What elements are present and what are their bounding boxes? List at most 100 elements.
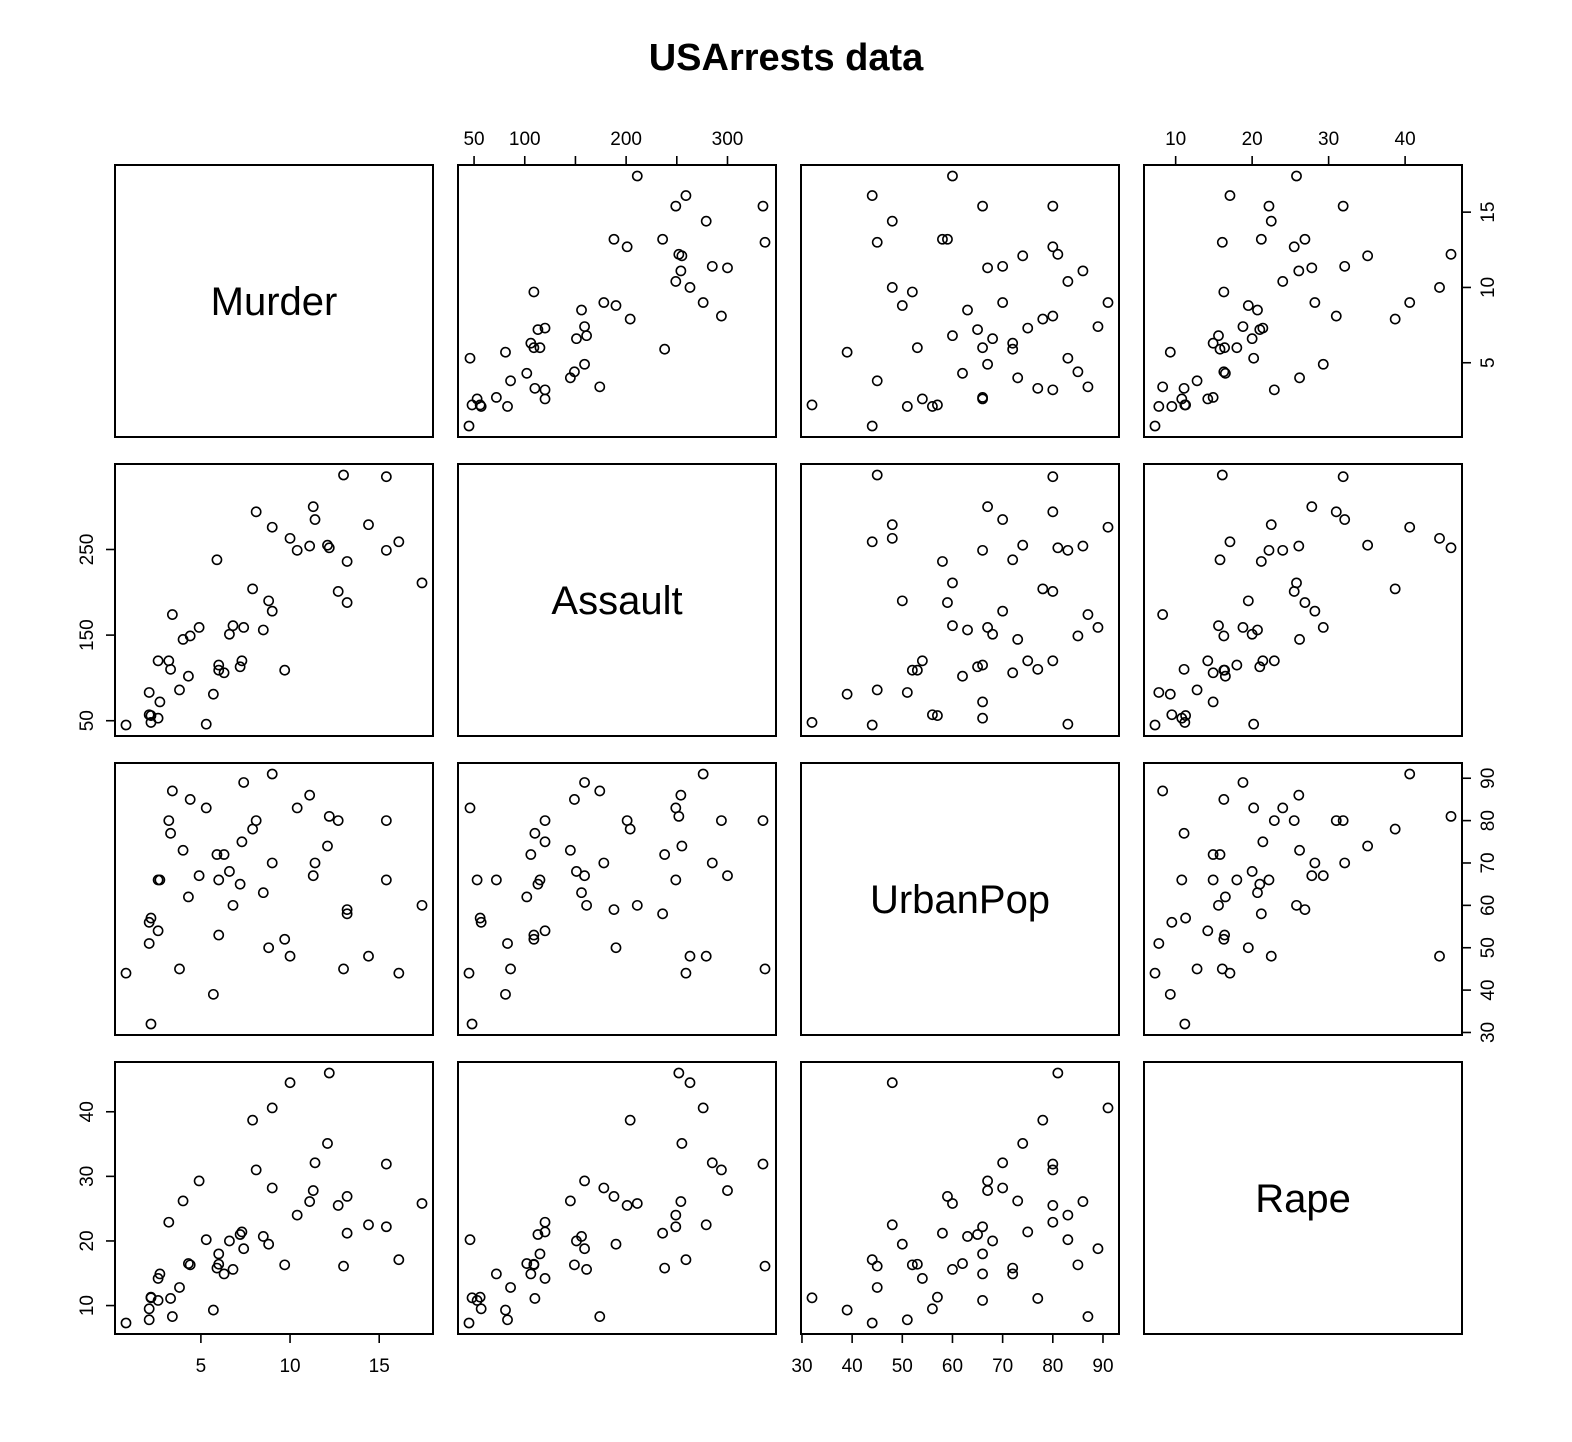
panel-assault-vs-rape-point-18	[1263, 544, 1275, 556]
panel-murder-vs-rape-point-25	[1309, 297, 1321, 308]
panel-murder-vs-urbanpop-point-6	[1037, 313, 1049, 325]
panel-murder-vs-assault-point-11	[464, 352, 476, 364]
panel-rape-vs-assault-point-41	[505, 1282, 516, 1293]
panel-rape-vs-murder-point-10	[416, 1198, 428, 1209]
panel-assault-vs-rape-point-1	[1255, 556, 1267, 567]
panel-murder-vs-rape-point-46	[1252, 304, 1263, 316]
panel-urbanpop-vs-murder-point-17	[279, 933, 291, 945]
panel-urbanpop-vs-assault-point-8	[659, 849, 671, 860]
panel-rape-vs-murder-point-14	[234, 1229, 246, 1240]
panel-assault-vs-rape-point-14	[1254, 661, 1266, 673]
panel-murder-vs-urbanpop-point-44	[1047, 384, 1059, 396]
panel-assault-vs-urbanpop-point-24	[866, 536, 878, 548]
panel-assault-vs-rape-point-43	[1288, 586, 1300, 597]
panel-assault-vs-murder-point-18	[380, 544, 392, 556]
panel-assault-vs-urbanpop-point-50	[947, 620, 958, 632]
panel-murder-vs-urbanpop-point-19	[901, 401, 913, 412]
panel-murder-vs-urbanpop-point-35	[1022, 322, 1034, 334]
panel-rape-vs-assault-point-46	[576, 1231, 587, 1242]
panel-murder-vs-urbanpop-point-20	[982, 262, 993, 274]
panel-urbanpop-vs-murder-point-22	[322, 840, 333, 852]
panel-urbanpop-vs-murder-point-18	[380, 874, 392, 886]
tick-label-murder-5: 5	[1478, 357, 1499, 368]
panel-assault-vs-rape-point-32	[1293, 540, 1305, 552]
panel-rape-vs-murder-point-39	[166, 1311, 178, 1322]
panel-rape-vs-assault-point-23	[490, 1268, 502, 1280]
panel-urbanpop-vs-assault-point-9	[757, 815, 769, 827]
panel-urbanpop-vs-assault-point-40	[700, 950, 712, 962]
panel-assault-vs-urbanpop-point-42	[942, 597, 953, 608]
panel-murder-vs-assault-point-30	[579, 321, 590, 333]
panel-rape-vs-murder-point-42	[341, 1190, 353, 1202]
panel-rape-vs-urbanpop-point-43	[1047, 1200, 1059, 1211]
panel-murder-vs-rape-point-32	[1293, 265, 1305, 277]
panel-urbanpop-vs-rape-point-8	[1214, 849, 1226, 860]
panel-murder-vs-urbanpop-point-21	[1072, 366, 1084, 378]
panel-rape-vs-urbanpop-point-45	[806, 1292, 818, 1304]
panel-assault-vs-murder-point-29	[143, 709, 155, 721]
panel-murder-vs-rape-point-22	[1362, 250, 1374, 262]
panel-murder-vs-assault-point-24	[680, 190, 692, 201]
panel-assault-vs-murder-point-11	[200, 718, 212, 730]
panel-rape-vs-murder-point-2	[284, 1077, 296, 1089]
panel-assault-vs-urbanpop-point-21	[1072, 630, 1084, 642]
panel-rape-vs-urbanpop-point-46	[962, 1231, 973, 1242]
panel-urbanpop-vs-rape-point-35	[1257, 836, 1269, 848]
panel-murder-vs-urbanpop-frame	[800, 164, 1120, 438]
panel-murder-vs-assault-point-44	[539, 384, 551, 396]
panel-assault-vs-rape-point-7	[1178, 663, 1190, 675]
panel-murder-vs-urbanpop-point-15	[932, 399, 943, 411]
panel-urbanpop-vs-murder-point-26	[213, 929, 225, 941]
panel-rape-vs-urbanpop-point-21	[1072, 1259, 1084, 1271]
panel-assault-vs-urbanpop-point-13	[1062, 544, 1074, 556]
panel-urbanpop-vs-rape-point-29	[1166, 916, 1178, 928]
panel-assault-vs-urbanpop-point-41	[871, 684, 883, 696]
panel-murder-vs-rape-point-33	[1216, 236, 1228, 248]
panel-urbanpop-vs-murder-point-48	[207, 988, 219, 1000]
panel-murder-vs-urbanpop-point-10	[947, 170, 958, 182]
panel-urbanpop-vs-murder-point-49	[152, 874, 164, 886]
panel-assault-vs-urbanpop-point-40	[886, 519, 898, 531]
panel-murder-vs-rape-point-38	[1207, 337, 1219, 349]
panel-rape-vs-assault-point-13	[670, 1209, 682, 1221]
panel-urbanpop-vs-murder-point-34	[120, 967, 132, 979]
panel-urbanpop-vs-rape-point-10	[1291, 899, 1302, 911]
panel-urbanpop-vs-murder-point-1	[341, 908, 353, 920]
panel-murder-vs-urbanpop-point-50	[947, 330, 958, 342]
panel-rape-vs-murder-point-3	[250, 1164, 262, 1176]
panel-rape-vs-murder-point-45	[145, 1292, 157, 1304]
panel-murder-vs-rape-point-49	[1176, 393, 1188, 405]
panel-murder-vs-assault-point-8	[659, 343, 671, 355]
panel-assault-vs-urbanpop-point-30	[1092, 621, 1104, 633]
panel-assault-vs-rape-point-19	[1153, 687, 1165, 698]
panel-assault-vs-urbanpop-point-22	[1017, 539, 1029, 551]
panel-murder-vs-assault-point-4	[610, 300, 622, 311]
panel-rape-vs-urbanpop-point-6	[1037, 1114, 1049, 1126]
panel-assault-vs-murder-point-27	[183, 670, 194, 682]
panel-murder-vs-urbanpop-point-45	[806, 399, 818, 411]
panel-urbanpop-vs-assault-point-35	[539, 836, 551, 848]
panel-urbanpop-vs-rape-point-2	[1434, 950, 1445, 962]
panel-urbanpop-vs-assault-point-37	[579, 870, 590, 882]
panel-assault-vs-rape-point-44	[1268, 655, 1280, 667]
panel-murder-vs-rape-point-11	[1248, 352, 1260, 364]
panel-assault-vs-assault-frame	[457, 463, 777, 737]
panel-urbanpop-vs-assault-point-49	[471, 874, 483, 886]
panel-rape-vs-assault-point-42	[608, 1190, 620, 1202]
panel-assault-vs-murder-point-2	[284, 532, 296, 544]
panel-murder-vs-urbanpop-point-2	[886, 282, 898, 293]
panel-assault-vs-urbanpop-point-48	[841, 688, 853, 700]
panel-rape-vs-urbanpop-point-3	[1047, 1164, 1059, 1176]
panel-rape-vs-urbanpop-point-34	[866, 1317, 878, 1329]
panel-urbanpop-vs-murder-point-9	[380, 815, 392, 827]
panel-murder-vs-urbanpop-point-29	[927, 401, 938, 412]
panel-assault-vs-rape-point-34	[1149, 719, 1161, 731]
panel-urbanpop-vs-assault-point-2	[684, 950, 696, 962]
panel-murder-vs-rape-point-30	[1237, 321, 1249, 333]
panel-urbanpop-vs-assault-point-20	[722, 870, 733, 882]
panel-assault-vs-murder-point-9	[380, 471, 392, 483]
panel-murder-vs-urbanpop-point-38	[1007, 337, 1019, 349]
panel-rape-vs-urbanpop-point-10	[947, 1198, 958, 1209]
panel-murder-vs-urbanpop-point-1	[937, 233, 948, 245]
panel-murder-vs-rape-point-1	[1255, 233, 1267, 245]
